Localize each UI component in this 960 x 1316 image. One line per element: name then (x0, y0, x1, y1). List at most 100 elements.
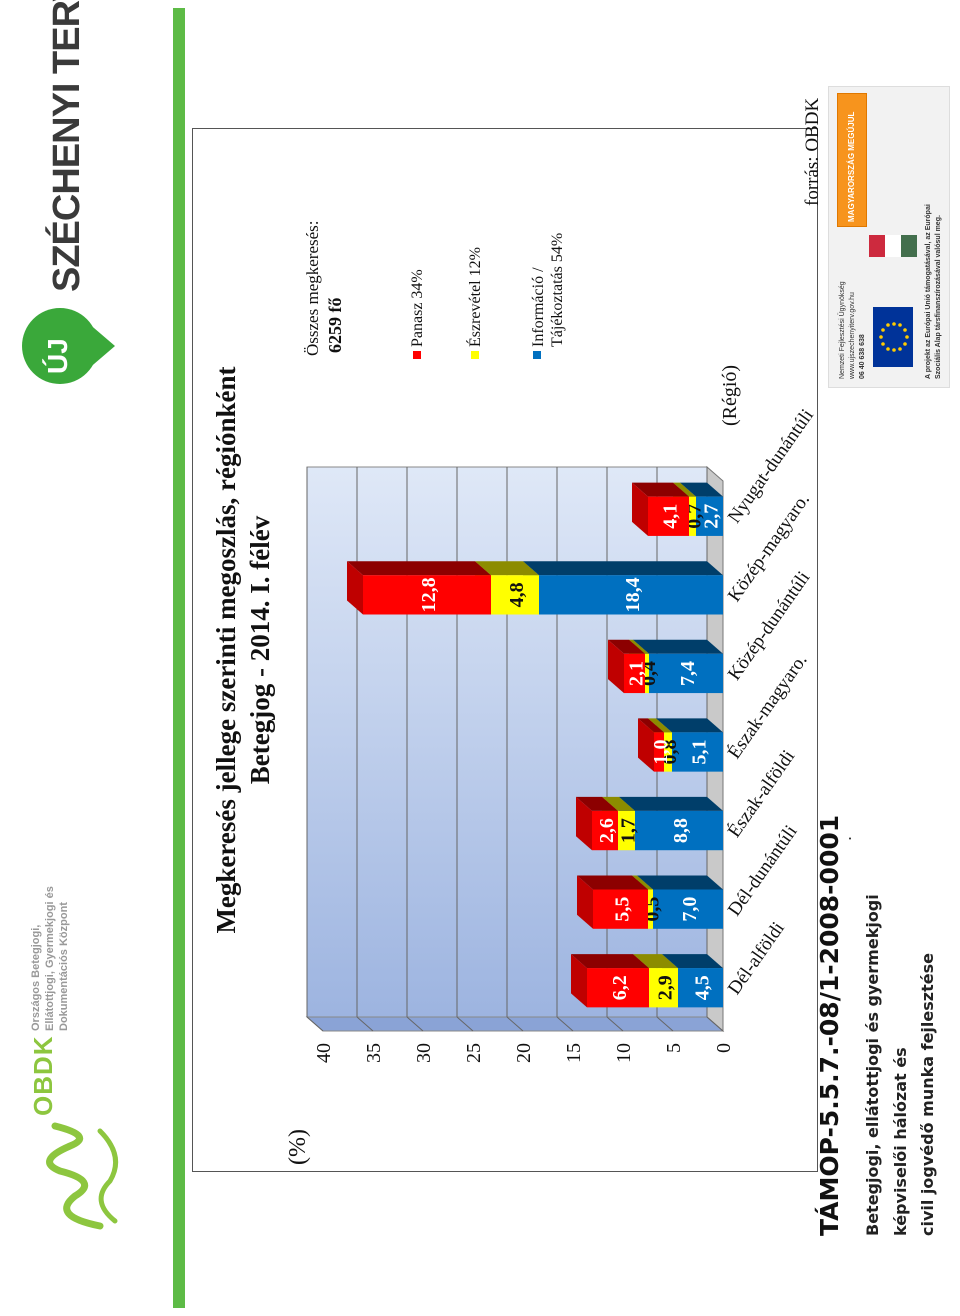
y-tick-label: 10 (613, 1043, 635, 1063)
y-tick-label: 30 (413, 1043, 435, 1063)
gridline-side (456, 1016, 474, 1032)
footer-line2: képviselői hálózat és (891, 1047, 910, 1236)
bar-segment (678, 968, 723, 1008)
bar-segment (618, 810, 635, 851)
bar-segment (649, 653, 723, 694)
gridline-side (606, 1016, 624, 1032)
legend-label-eszrevetel: Észrevétel 12% (467, 247, 484, 347)
data-label: 2,9 (655, 975, 677, 1000)
data-label: 7,4 (677, 661, 699, 686)
eu-support-box: Nemzeti Fejlesztési Ügynökség www.ujszec… (828, 86, 950, 388)
obdk-logo: OBDK Országos Betegjogi, Ellátottjogi, G… (20, 856, 160, 1236)
bar-side (680, 482, 723, 497)
bar-segment (635, 810, 723, 851)
obdk-line3: Dokumentációs Központ (58, 902, 70, 1031)
data-label: 4,5 (692, 975, 714, 1000)
data-label: 1,0 (650, 740, 672, 765)
obdk-line2: Ellátottjogi, Gyermekjogi és (44, 886, 56, 1031)
data-label: 2,1 (626, 661, 648, 686)
data-label: 4,8 (506, 582, 528, 607)
szechenyi-logo: ÚJ SZÉCHENYI TERV (8, 0, 128, 396)
y-tick-label: 25 (463, 1043, 485, 1063)
bar-segment (664, 732, 672, 772)
bar-side (637, 875, 723, 890)
legend-label-informacio: Információ / Tájékoztatás 54% (530, 232, 566, 347)
gridline-side (356, 1016, 374, 1032)
legend-label-panasz: Panasz 34% (409, 269, 426, 347)
source-label: forrás: OBDK (802, 97, 823, 206)
bar-segment (689, 496, 696, 536)
gridline-side (406, 1016, 424, 1032)
bar-side (523, 561, 723, 576)
bar-segment (645, 653, 649, 694)
bar-side (608, 639, 645, 654)
y-tick-label: 40 (313, 1043, 335, 1063)
bar-side (656, 718, 723, 733)
y-tick-label: 5 (663, 1043, 685, 1053)
bar-segment (592, 810, 618, 851)
obdk-short: OBDK (28, 1035, 58, 1116)
hu-flag-icon (869, 235, 917, 257)
bar-segment (593, 889, 648, 929)
gridline-side (306, 1016, 324, 1032)
data-label: 5,5 (612, 897, 634, 922)
chart-frame: 0 5 10 15 20 25 30 35 40 4,5 2,9 6,2 Dél-alföldi 7,0 0… (192, 128, 818, 1172)
hu-banner: MAGYARORSZÁG MEGÚJUL (837, 93, 867, 227)
data-label: 2,7 (701, 504, 723, 529)
chart-title: Megkeresés jellege szerinti megoszlás, r… (211, 366, 241, 934)
y-tick-label: 15 (563, 1043, 585, 1063)
legend-total-label: Összes megkeresés: (303, 220, 322, 357)
bar-segment (696, 496, 723, 536)
bar-side (629, 639, 649, 654)
bar-side (577, 875, 648, 890)
agency-line1: Nemzeti Fejlesztési Ügynökség (839, 281, 846, 379)
obdk-figure-icon (46, 1122, 119, 1230)
bar-side (648, 718, 672, 733)
hu-banner-text: MAGYARORSZÁG MEGÚJUL (847, 111, 856, 222)
data-label: 6,2 (609, 975, 631, 1000)
eu-text-line1: A projekt az Európai Unió támogatásával,… (925, 204, 932, 379)
footer-dot: . (835, 835, 855, 841)
obdk-line1: Országos Betegjogi, (30, 924, 42, 1031)
y-tick-label: 0 (713, 1043, 735, 1053)
chart-svg: 0 5 10 15 20 25 30 35 40 4,5 2,9 6,2 Dél-alföldi 7,0 0… (305, 405, 817, 1063)
data-label: 18,4 (622, 577, 644, 612)
x-axis-label: (Régió) (719, 364, 741, 426)
data-label: 4,1 (660, 504, 682, 529)
eu-stars-icon (879, 322, 909, 352)
gridline-side (706, 1016, 724, 1032)
footer-block: TÁMOP-5.5.7.-08/1-2008-0001 Betegjogi, e… (815, 716, 955, 1236)
uj-pin-icon (22, 308, 115, 384)
bar-side (475, 561, 539, 576)
data-label: 1,7 (618, 818, 640, 843)
bar-segment (672, 732, 723, 772)
y-axis-label: (%) (285, 1129, 311, 1165)
y-tick-label: 35 (363, 1043, 385, 1063)
brand-name: SZÉCHENYI TERV (46, 0, 88, 292)
data-label: 2,6 (596, 818, 618, 843)
bar-segment (539, 575, 723, 615)
bar-side (662, 954, 723, 969)
data-label: 8,8 (670, 818, 692, 843)
data-label: 5,1 (689, 740, 711, 765)
bar-segment (363, 575, 491, 615)
bar-top (576, 796, 592, 851)
legend-swatch-panasz (413, 351, 421, 359)
legend-swatch-informacio (533, 351, 541, 359)
bar-segment (648, 889, 653, 929)
data-label: 0,8 (659, 740, 681, 765)
bar-segment (649, 968, 678, 1008)
bar-side (633, 639, 723, 654)
footer-line3: civil jogvédő munka fejlesztése (918, 953, 937, 1236)
bar-top (571, 954, 587, 1008)
bar-top (638, 718, 654, 772)
bar-top (577, 875, 593, 929)
agency-line3: 06 40 638 638 (859, 334, 866, 379)
bar-top (632, 482, 648, 536)
bar-side (347, 561, 491, 576)
bar-side (673, 482, 696, 497)
project-code: TÁMOP-5.5.7.-08/1-2008-0001 (815, 814, 844, 1236)
bar-segment (654, 732, 664, 772)
green-divider-bar (173, 8, 185, 1308)
